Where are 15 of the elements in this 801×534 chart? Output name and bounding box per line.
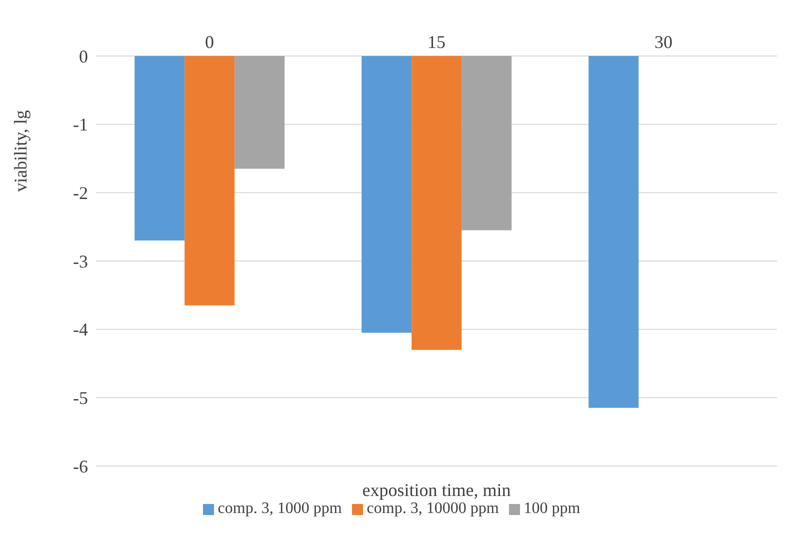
legend-label: 100 ppm [524, 500, 580, 517]
y-axis-title: viability, lg [10, 110, 30, 192]
x-tick-label: 30 [654, 32, 672, 52]
y-tick-label: -1 [73, 114, 88, 135]
y-tick-label: -4 [73, 320, 88, 340]
y-tick-label: -5 [73, 388, 88, 408]
y-tick-label: -6 [73, 456, 88, 476]
y-tick-label: -3 [73, 251, 88, 272]
x-tick-label: 15 [428, 32, 446, 52]
legend-label: comp. 3, 1000 ppm [218, 500, 342, 517]
y-tick-label: 0 [79, 46, 88, 66]
legend-label: comp. 3, 10000 ppm [366, 500, 499, 517]
x-tick-label: 0 [205, 32, 214, 52]
x-axis-title: exposition time, min [362, 480, 511, 500]
y-tick-label: -2 [73, 183, 88, 204]
